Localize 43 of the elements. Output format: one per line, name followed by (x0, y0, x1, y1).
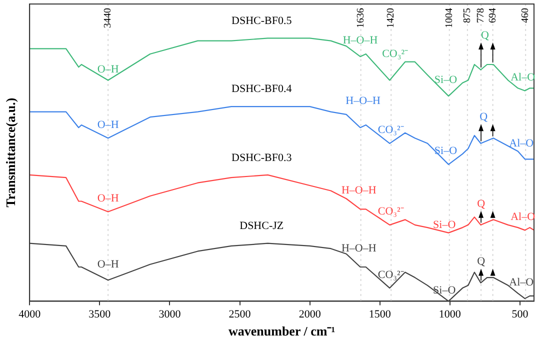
series-label: DSHC-BF0.5 (232, 15, 292, 28)
annotation: H–O–H (341, 184, 376, 197)
annotation: H–O–H (346, 95, 381, 108)
annotation: H–O–H (342, 34, 378, 47)
y-axis-title: Transmittance(a.u.) (3, 98, 18, 208)
x-tick-label: 2500 (228, 308, 252, 321)
ref-line-label: 3440 (102, 8, 114, 28)
x-tick-label: 1000 (438, 308, 462, 321)
ref-line-label: 694 (487, 8, 498, 23)
series-label: DSHC-BF0.3 (232, 152, 292, 164)
x-tick-label: 3000 (158, 308, 182, 321)
annotation: Q (477, 256, 486, 268)
annotation: O–H (97, 258, 119, 270)
x-axis-title: wavenumber / cm⁻¹ (228, 324, 336, 339)
annotation: Q (477, 198, 486, 210)
ref-line-label: 1636 (355, 8, 366, 28)
annotation: Al–O (509, 276, 534, 289)
x-tick-label: 500 (512, 308, 529, 321)
annotation: O–H (97, 118, 119, 131)
annotation: CO₃²⁻ (382, 48, 408, 60)
x-tick-label: 3500 (88, 308, 112, 321)
annotation: O–H (97, 192, 119, 205)
annotation: Q (480, 29, 489, 42)
annotation: CO₃²⁻ (378, 206, 404, 218)
ref-line-label: 875 (462, 8, 474, 23)
annotation: Si–O (433, 284, 456, 297)
series-label: DSHC-JZ (240, 220, 284, 232)
ref-line-label: 460 (520, 8, 532, 23)
series-label: DSHC-BF0.4 (232, 82, 292, 95)
x-tick-label: 1500 (368, 308, 392, 321)
annotation: CO₃²⁻ (378, 124, 404, 136)
annotation: Si–O (434, 145, 458, 158)
ref-line-label: 1004 (444, 8, 455, 28)
annotation: Si–O (434, 74, 458, 86)
ref-line-label: 778 (476, 8, 487, 23)
annotation: Al–O (509, 137, 534, 150)
annotation: O–H (97, 64, 119, 76)
x-tick-label: 4000 (18, 308, 42, 321)
ref-line-label: 1420 (386, 8, 397, 28)
annotation: H–O–H (341, 242, 376, 254)
x-tick-label: 2000 (298, 308, 322, 321)
annotation: Q (480, 110, 488, 123)
annotation: Si–O (433, 218, 456, 231)
